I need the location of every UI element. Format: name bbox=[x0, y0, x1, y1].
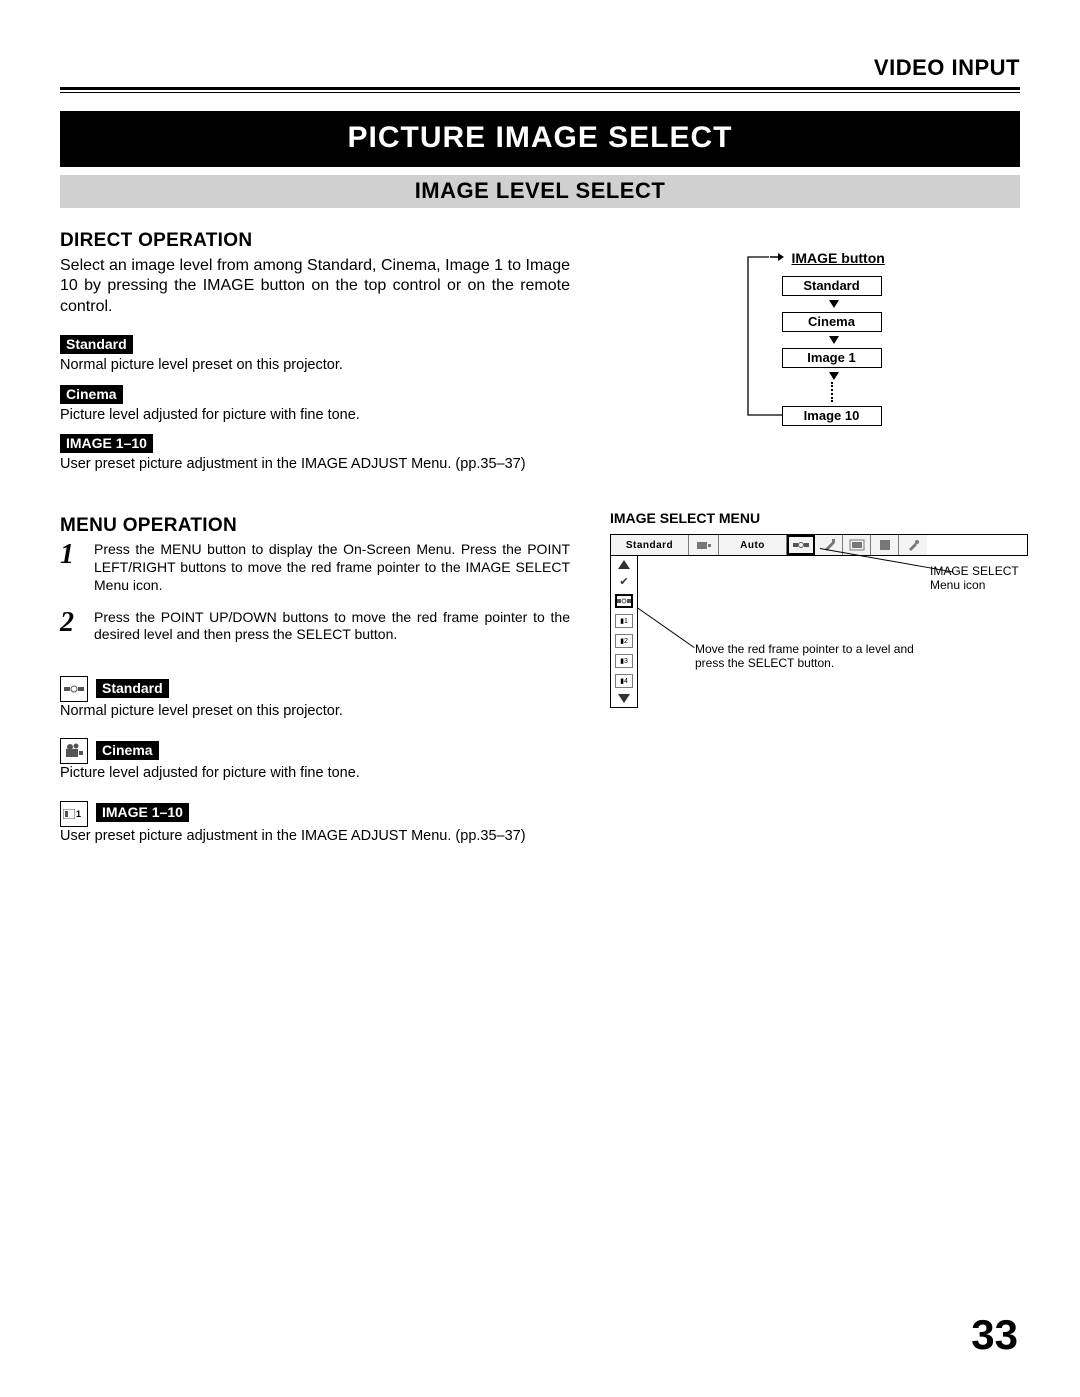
image-button-diagram: IMAGE button Standard Cinema Image 1 Ima… bbox=[692, 250, 947, 470]
direct-operation-heading: DIRECT OPERATION bbox=[60, 230, 570, 252]
desc-image-range: User preset picture adjustment in the IM… bbox=[60, 455, 570, 473]
label-standard: Standard bbox=[60, 335, 133, 354]
page-number: 33 bbox=[971, 1311, 1018, 1359]
image-n-icon: 1 bbox=[60, 801, 88, 827]
menu-item-cinema: Cinema bbox=[60, 738, 570, 764]
menu-side-list: ✔ ▮1 ▮2 ▮3 ▮4 bbox=[610, 556, 638, 708]
arrow-down-icon bbox=[829, 336, 839, 344]
menu-label-cinema: Cinema bbox=[96, 741, 159, 760]
return-loop bbox=[747, 255, 787, 427]
scroll-up-icon bbox=[618, 560, 630, 569]
level-box-image1: Image 1 bbox=[782, 348, 882, 368]
menu-mode: Auto bbox=[719, 535, 787, 555]
step-2: 2 Press the POINT UP/DOWN buttons to mov… bbox=[60, 609, 570, 645]
arrow-down-icon bbox=[829, 372, 839, 380]
menu-item-standard: Standard bbox=[60, 676, 570, 702]
menu-source-icon bbox=[689, 535, 719, 555]
menu-operation-heading: MENU OPERATION bbox=[60, 515, 570, 537]
step-1-text: Press the MENU button to display the On-… bbox=[94, 541, 570, 595]
cinema-icon bbox=[60, 738, 88, 764]
menu-label-image-n: IMAGE 1–10 bbox=[96, 803, 189, 822]
side-image4-icon: ▮4 bbox=[615, 674, 633, 688]
menu-label-standard: Standard bbox=[96, 679, 169, 698]
image-select-menu-title: IMAGE SELECT MENU bbox=[610, 510, 1028, 526]
side-image1-icon: ▮1 bbox=[615, 614, 633, 628]
callout-hint: Move the red frame pointer to a level an… bbox=[695, 642, 945, 671]
level-box-image10: Image 10 bbox=[782, 406, 882, 426]
menu-bar: Standard Auto bbox=[610, 534, 1028, 556]
side-image2-icon: ▮2 bbox=[615, 634, 633, 648]
checkmark-icon: ✔ bbox=[619, 575, 628, 588]
left-column: DIRECT OPERATION Select an image level f… bbox=[60, 230, 570, 845]
step-number: 1 bbox=[60, 541, 82, 595]
sub-title: IMAGE LEVEL SELECT bbox=[60, 175, 1020, 208]
side-standard-icon bbox=[615, 594, 633, 608]
image-select-menu-mock: Standard Auto bbox=[610, 534, 1028, 734]
menu-desc-standard: Normal picture level preset on this proj… bbox=[60, 702, 570, 720]
image-button-title: IMAGE button bbox=[792, 250, 885, 266]
menu-item-image-n: 1 IMAGE 1–10 bbox=[60, 801, 570, 827]
dotted-line bbox=[831, 382, 833, 402]
arrow-down-icon bbox=[829, 300, 839, 308]
menu-current-label: Standard bbox=[611, 535, 689, 555]
label-image-range: IMAGE 1–10 bbox=[60, 434, 153, 453]
scroll-down-icon bbox=[618, 694, 630, 703]
menu-image-select-icon bbox=[787, 535, 815, 555]
content-columns: DIRECT OPERATION Select an image level f… bbox=[60, 230, 1020, 845]
menu-setting-icon bbox=[871, 535, 899, 555]
level-box-standard: Standard bbox=[782, 276, 882, 296]
direct-operation-intro: Select an image level from among Standar… bbox=[60, 256, 570, 317]
main-title: PICTURE IMAGE SELECT bbox=[60, 111, 1020, 167]
callout-menu-icon: IMAGE SELECT Menu icon bbox=[930, 564, 1028, 593]
standard-icon bbox=[60, 676, 88, 702]
side-image3-icon: ▮3 bbox=[615, 654, 633, 668]
label-cinema: Cinema bbox=[60, 385, 123, 404]
menu-tool-icon bbox=[899, 535, 927, 555]
step-1: 1 Press the MENU button to display the O… bbox=[60, 541, 570, 595]
section-header: VIDEO INPUT bbox=[60, 55, 1020, 81]
step-2-text: Press the POINT UP/DOWN buttons to move … bbox=[94, 609, 570, 645]
desc-standard: Normal picture level preset on this proj… bbox=[60, 356, 570, 374]
callout-line bbox=[637, 607, 695, 648]
step-number: 2 bbox=[60, 609, 82, 645]
right-column: IMAGE button Standard Cinema Image 1 Ima… bbox=[610, 230, 1028, 845]
menu-desc-cinema: Picture level adjusted for picture with … bbox=[60, 764, 570, 782]
header-rule bbox=[60, 87, 1020, 93]
level-box-cinema: Cinema bbox=[782, 312, 882, 332]
desc-cinema: Picture level adjusted for picture with … bbox=[60, 406, 570, 424]
menu-desc-image-n: User preset picture adjustment in the IM… bbox=[60, 827, 570, 845]
